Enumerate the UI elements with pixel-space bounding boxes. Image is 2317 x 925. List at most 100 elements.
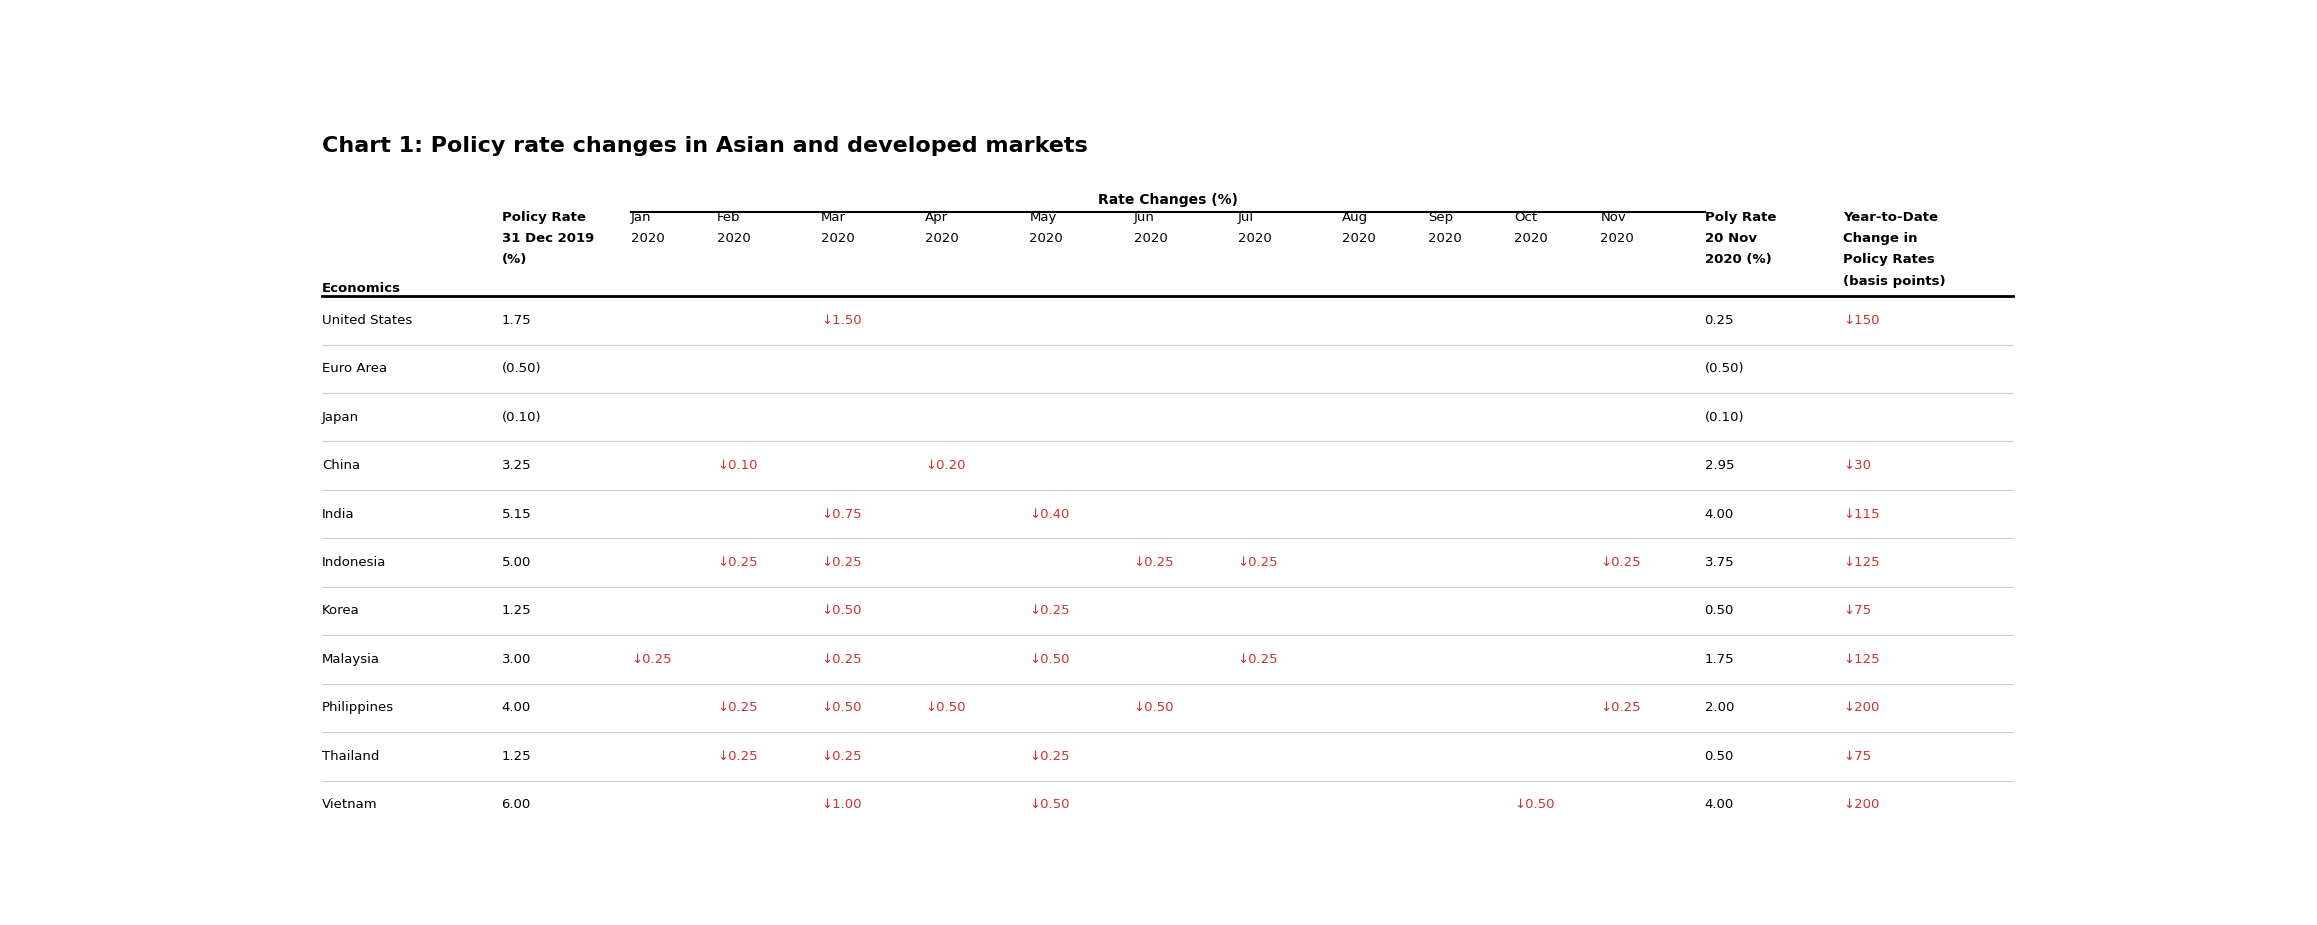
Text: ↓0.50: ↓0.50: [820, 701, 862, 714]
Text: ↓0.25: ↓0.25: [716, 701, 758, 714]
Text: 2.95: 2.95: [1705, 459, 1733, 472]
Text: ↓0.25: ↓0.25: [1601, 701, 1640, 714]
Text: ↓0.25: ↓0.25: [820, 653, 862, 666]
Text: ↓200: ↓200: [1842, 798, 1879, 811]
Text: 5.15: 5.15: [500, 508, 531, 521]
Text: Philippines: Philippines: [322, 701, 394, 714]
Text: Mar: Mar: [820, 211, 846, 224]
Text: 2020: 2020: [924, 232, 959, 245]
Text: Euro Area: Euro Area: [322, 363, 387, 376]
Text: China: China: [322, 459, 359, 472]
Text: Poly Rate: Poly Rate: [1705, 211, 1777, 224]
Text: Malaysia: Malaysia: [322, 653, 380, 666]
Text: ↓0.50: ↓0.50: [924, 701, 966, 714]
Text: India: India: [322, 508, 355, 521]
Text: 0.25: 0.25: [1705, 314, 1733, 327]
Text: ↓0.40: ↓0.40: [1029, 508, 1070, 521]
Text: 1.25: 1.25: [500, 750, 531, 763]
Text: Policy Rates: Policy Rates: [1842, 253, 1935, 266]
Text: Rate Changes (%): Rate Changes (%): [1098, 193, 1237, 207]
Text: 2020 (%): 2020 (%): [1705, 253, 1773, 266]
Text: 6.00: 6.00: [500, 798, 531, 811]
Text: 3.75: 3.75: [1705, 556, 1733, 569]
Text: 0.50: 0.50: [1705, 605, 1733, 618]
Text: ↓0.25: ↓0.25: [716, 750, 758, 763]
Text: 2020: 2020: [1601, 232, 1633, 245]
Text: ↓0.25: ↓0.25: [716, 556, 758, 569]
Text: 2020: 2020: [1133, 232, 1168, 245]
Text: 1.75: 1.75: [1705, 653, 1733, 666]
Text: Apr: Apr: [924, 211, 948, 224]
Text: Change in: Change in: [1842, 232, 1918, 245]
Text: 2020: 2020: [820, 232, 855, 245]
Text: ↓0.25: ↓0.25: [1133, 556, 1175, 569]
Text: 4.00: 4.00: [500, 701, 531, 714]
Text: Feb: Feb: [716, 211, 741, 224]
Text: ↓0.25: ↓0.25: [1029, 605, 1070, 618]
Text: Jan: Jan: [630, 211, 651, 224]
Text: ↓0.75: ↓0.75: [820, 508, 862, 521]
Text: 0.50: 0.50: [1705, 750, 1733, 763]
Text: 31 Dec 2019: 31 Dec 2019: [500, 232, 593, 245]
Text: 20 Nov: 20 Nov: [1705, 232, 1756, 245]
Text: 1.75: 1.75: [500, 314, 531, 327]
Text: 2020: 2020: [1237, 232, 1272, 245]
Text: ↓0.50: ↓0.50: [1029, 798, 1070, 811]
Text: Oct: Oct: [1515, 211, 1538, 224]
Text: ↓115: ↓115: [1842, 508, 1879, 521]
Text: (0.50): (0.50): [1705, 363, 1745, 376]
Text: May: May: [1029, 211, 1057, 224]
Text: ↓0.25: ↓0.25: [820, 750, 862, 763]
Text: Indonesia: Indonesia: [322, 556, 387, 569]
Text: ↓0.25: ↓0.25: [820, 556, 862, 569]
Text: ↓0.25: ↓0.25: [1237, 653, 1279, 666]
Text: 2020: 2020: [1342, 232, 1376, 245]
Text: Jun: Jun: [1133, 211, 1154, 224]
Text: 4.00: 4.00: [1705, 508, 1733, 521]
Text: 2020: 2020: [716, 232, 751, 245]
Text: (0.10): (0.10): [500, 411, 542, 424]
Text: Economics: Economics: [322, 282, 401, 295]
Text: Japan: Japan: [322, 411, 359, 424]
Text: (%): (%): [500, 253, 526, 266]
Text: Nov: Nov: [1601, 211, 1627, 224]
Text: 1.25: 1.25: [500, 605, 531, 618]
Text: ↓0.50: ↓0.50: [1515, 798, 1555, 811]
Text: Jul: Jul: [1237, 211, 1253, 224]
Text: ↓0.25: ↓0.25: [1029, 750, 1070, 763]
Text: Vietnam: Vietnam: [322, 798, 378, 811]
Text: 4.00: 4.00: [1705, 798, 1733, 811]
Text: United States: United States: [322, 314, 412, 327]
Text: ↓0.20: ↓0.20: [924, 459, 966, 472]
Text: Sep: Sep: [1427, 211, 1453, 224]
Text: ↓0.25: ↓0.25: [630, 653, 672, 666]
Text: 2.00: 2.00: [1705, 701, 1733, 714]
Text: Chart 1: Policy rate changes in Asian and developed markets: Chart 1: Policy rate changes in Asian an…: [322, 136, 1087, 156]
Text: Korea: Korea: [322, 605, 359, 618]
Text: ↓30: ↓30: [1842, 459, 1870, 472]
Text: (basis points): (basis points): [1842, 275, 1946, 288]
Text: ↓1.00: ↓1.00: [820, 798, 862, 811]
Text: ↓0.50: ↓0.50: [820, 605, 862, 618]
Text: ↓75: ↓75: [1842, 605, 1872, 618]
Text: ↓125: ↓125: [1842, 556, 1879, 569]
Text: 5.00: 5.00: [500, 556, 531, 569]
Text: 3.00: 3.00: [500, 653, 531, 666]
Text: 2020: 2020: [630, 232, 665, 245]
Text: ↓1.50: ↓1.50: [820, 314, 862, 327]
Text: (0.50): (0.50): [500, 363, 542, 376]
Text: 2020: 2020: [1029, 232, 1064, 245]
Text: ↓125: ↓125: [1842, 653, 1879, 666]
Text: 3.25: 3.25: [500, 459, 531, 472]
Text: ↓200: ↓200: [1842, 701, 1879, 714]
Text: 2020: 2020: [1427, 232, 1462, 245]
Text: ↓75: ↓75: [1842, 750, 1872, 763]
Text: 2020: 2020: [1515, 232, 1548, 245]
Text: ↓0.25: ↓0.25: [1601, 556, 1640, 569]
Text: ↓0.25: ↓0.25: [1237, 556, 1279, 569]
Text: Policy Rate: Policy Rate: [500, 211, 586, 224]
Text: Year-to-Date: Year-to-Date: [1842, 211, 1937, 224]
Text: (0.10): (0.10): [1705, 411, 1745, 424]
Text: ↓0.50: ↓0.50: [1133, 701, 1175, 714]
Text: Thailand: Thailand: [322, 750, 380, 763]
